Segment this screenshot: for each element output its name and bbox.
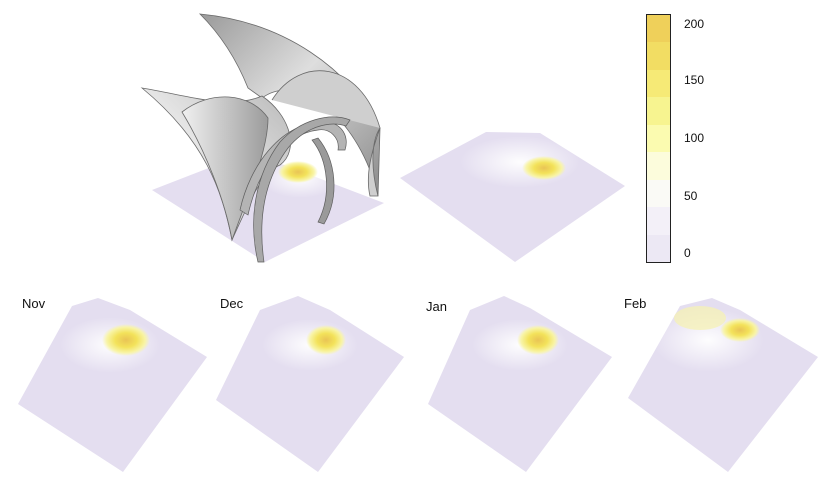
colorbar-band <box>647 42 670 70</box>
colorbar-band <box>647 15 670 43</box>
floor-plane <box>152 152 384 262</box>
hotspot <box>102 324 150 356</box>
shell-surface-large <box>198 13 381 197</box>
heatmap-feb <box>628 298 818 472</box>
colorbar-band <box>647 179 670 208</box>
heatmap-nov <box>18 298 207 472</box>
colorbar-band <box>647 152 670 180</box>
colorbar-band <box>647 124 670 153</box>
hotspot <box>306 325 346 355</box>
site-with-shell <box>140 13 384 263</box>
colorbar-tick-label: 200 <box>684 17 705 31</box>
month-label-nov: Nov <box>22 296 46 311</box>
colorbar-tick-label: 150 <box>684 73 705 87</box>
shell-ribbon-2 <box>253 116 351 263</box>
shell-arch-right <box>271 70 381 197</box>
hotspot <box>278 161 318 183</box>
colorbar-band <box>647 97 670 125</box>
month-label-feb: Feb <box>624 296 647 311</box>
shell-ribbon-3 <box>311 137 335 225</box>
colorbar-band <box>647 234 670 262</box>
heatmap-jan <box>428 296 612 472</box>
annual-heatmap <box>400 132 625 262</box>
hotspot <box>522 156 566 180</box>
heatmap-dec <box>216 296 404 472</box>
colorbar-band <box>647 69 670 98</box>
hotspot <box>720 318 760 342</box>
colorbar <box>646 14 671 263</box>
colorbar-tick-label: 0 <box>684 246 691 260</box>
colorbar-tick-label: 100 <box>684 131 705 145</box>
colorbar-tick-label: 50 <box>684 189 698 203</box>
month-label-dec: Dec <box>220 296 244 311</box>
month-label-jan: Jan <box>426 299 447 314</box>
colorbar-band <box>647 207 670 235</box>
hotspot <box>517 325 559 355</box>
